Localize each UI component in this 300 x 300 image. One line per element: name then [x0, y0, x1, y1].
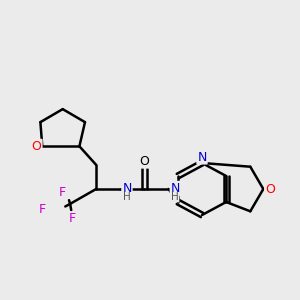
Text: F: F [39, 203, 46, 216]
Text: F: F [68, 212, 76, 225]
Text: H: H [123, 192, 131, 202]
Text: H: H [171, 192, 179, 202]
Text: F: F [59, 186, 66, 199]
Text: O: O [140, 154, 149, 168]
Text: N: N [171, 182, 180, 195]
Text: N: N [197, 151, 207, 164]
Text: O: O [32, 140, 42, 153]
Text: O: O [265, 182, 275, 196]
Text: N: N [122, 182, 132, 195]
